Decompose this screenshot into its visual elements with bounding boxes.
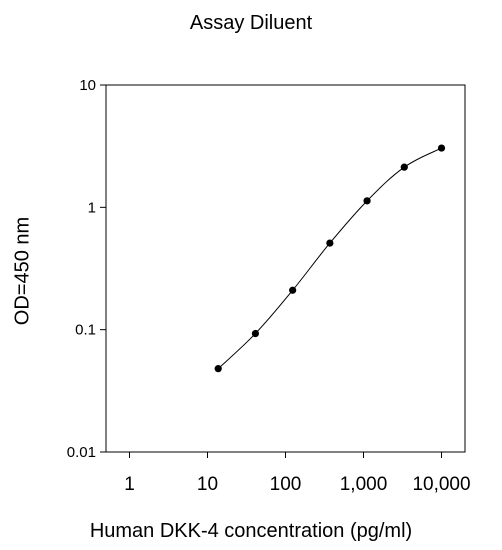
data-point <box>400 163 408 171</box>
x-tick-label: 1 <box>124 474 135 495</box>
y-axis-label: OD=450 nm <box>11 216 34 326</box>
data-point <box>214 365 222 373</box>
x-axis-label: Human DKK-4 concentration (pg/ml) <box>89 520 413 542</box>
x-tick-label: 10 <box>197 474 218 495</box>
series-line <box>217 147 442 370</box>
y-tick-label: 1 <box>88 199 96 216</box>
data-point <box>326 239 334 247</box>
y-tick-label: 10 <box>79 77 96 94</box>
x-axis-ticks: 1 10 100 1,000 10,000 <box>124 452 471 495</box>
series-points <box>214 144 446 373</box>
x-tick-label: 10,000 <box>412 474 470 495</box>
y-tick-label: 0.1 <box>75 322 96 339</box>
chart-title: Assay Diluent <box>189 12 313 34</box>
data-point <box>251 329 260 338</box>
data-point <box>289 286 297 294</box>
data-point <box>363 197 371 205</box>
y-axis-ticks: 0.01 0.1 1 10 <box>67 77 106 461</box>
data-point <box>437 144 446 152</box>
x-tick-label: 100 <box>270 474 302 495</box>
plot-frame <box>105 84 466 453</box>
x-tick-label: 1,000 <box>340 474 388 495</box>
y-tick-label: 0.01 <box>67 444 96 461</box>
